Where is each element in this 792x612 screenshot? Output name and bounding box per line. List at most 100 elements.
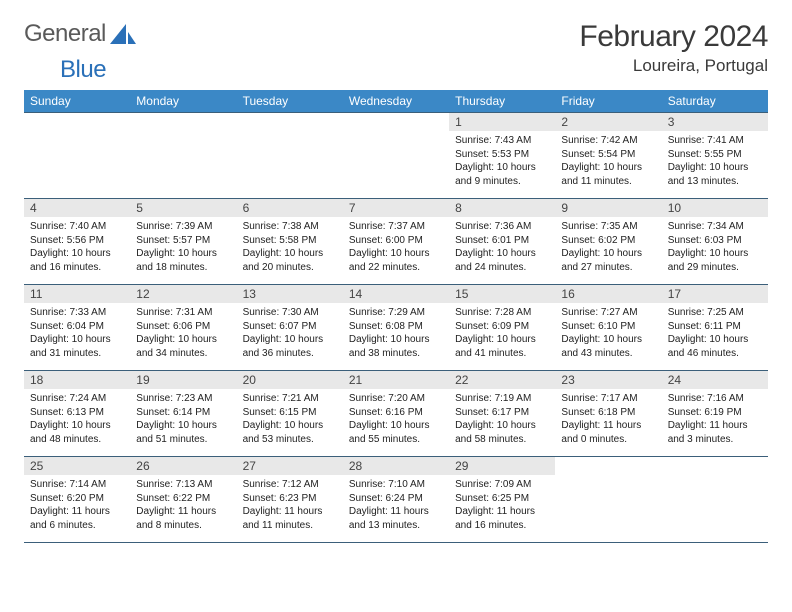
- cell-body: Sunrise: 7:34 AMSunset: 6:03 PMDaylight:…: [662, 217, 768, 278]
- day-number: 25: [24, 457, 130, 475]
- cell-body: Sunrise: 7:36 AMSunset: 6:01 PMDaylight:…: [449, 217, 555, 278]
- day-number: 19: [130, 371, 236, 389]
- sunrise-line: Sunrise: 7:31 AM: [136, 306, 230, 320]
- cell-body: Sunrise: 7:42 AMSunset: 5:54 PMDaylight:…: [555, 131, 661, 192]
- day-number: 18: [24, 371, 130, 389]
- daylight-line-2: and 8 minutes.: [136, 519, 230, 533]
- sunset-line: Sunset: 5:56 PM: [30, 234, 124, 248]
- daylight-line-1: Daylight: 11 hours: [668, 419, 762, 433]
- calendar-cell: 5Sunrise: 7:39 AMSunset: 5:57 PMDaylight…: [130, 199, 236, 285]
- calendar-week-row: 4Sunrise: 7:40 AMSunset: 5:56 PMDaylight…: [24, 199, 768, 285]
- sunset-line: Sunset: 6:02 PM: [561, 234, 655, 248]
- daylight-line-1: Daylight: 10 hours: [349, 247, 443, 261]
- daylight-line-2: and 41 minutes.: [455, 347, 549, 361]
- day-number: 10: [662, 199, 768, 217]
- daylight-line-2: and 53 minutes.: [243, 433, 337, 447]
- day-number: 13: [237, 285, 343, 303]
- day-number: 4: [24, 199, 130, 217]
- sunset-line: Sunset: 6:22 PM: [136, 492, 230, 506]
- logo-text-blue: Blue: [60, 56, 106, 83]
- daylight-line-2: and 3 minutes.: [668, 433, 762, 447]
- sunrise-line: Sunrise: 7:39 AM: [136, 220, 230, 234]
- calendar-cell: 19Sunrise: 7:23 AMSunset: 6:14 PMDayligh…: [130, 371, 236, 457]
- cell-body: Sunrise: 7:10 AMSunset: 6:24 PMDaylight:…: [343, 475, 449, 536]
- day-number: 28: [343, 457, 449, 475]
- day-number: 14: [343, 285, 449, 303]
- daylight-line-2: and 0 minutes.: [561, 433, 655, 447]
- sunset-line: Sunset: 6:23 PM: [243, 492, 337, 506]
- calendar-cell: 6Sunrise: 7:38 AMSunset: 5:58 PMDaylight…: [237, 199, 343, 285]
- cell-body: Sunrise: 7:16 AMSunset: 6:19 PMDaylight:…: [662, 389, 768, 450]
- cell-body: Sunrise: 7:41 AMSunset: 5:55 PMDaylight:…: [662, 131, 768, 192]
- calendar-week-row: 18Sunrise: 7:24 AMSunset: 6:13 PMDayligh…: [24, 371, 768, 457]
- sunrise-line: Sunrise: 7:19 AM: [455, 392, 549, 406]
- sunrise-line: Sunrise: 7:37 AM: [349, 220, 443, 234]
- daylight-line-1: Daylight: 10 hours: [561, 161, 655, 175]
- day-number: 20: [237, 371, 343, 389]
- sunrise-line: Sunrise: 7:28 AM: [455, 306, 549, 320]
- cell-body: Sunrise: 7:43 AMSunset: 5:53 PMDaylight:…: [449, 131, 555, 192]
- daylight-line-1: Daylight: 11 hours: [30, 505, 124, 519]
- sunrise-line: Sunrise: 7:36 AM: [455, 220, 549, 234]
- calendar-cell: 4Sunrise: 7:40 AMSunset: 5:56 PMDaylight…: [24, 199, 130, 285]
- day-number: 9: [555, 199, 661, 217]
- day-number: 11: [24, 285, 130, 303]
- calendar-cell: 22Sunrise: 7:19 AMSunset: 6:17 PMDayligh…: [449, 371, 555, 457]
- day-number: 15: [449, 285, 555, 303]
- cell-body: Sunrise: 7:29 AMSunset: 6:08 PMDaylight:…: [343, 303, 449, 364]
- daylight-line-1: Daylight: 10 hours: [30, 419, 124, 433]
- daylight-line-2: and 58 minutes.: [455, 433, 549, 447]
- sunset-line: Sunset: 6:01 PM: [455, 234, 549, 248]
- sunset-line: Sunset: 6:16 PM: [349, 406, 443, 420]
- calendar-cell: 11Sunrise: 7:33 AMSunset: 6:04 PMDayligh…: [24, 285, 130, 371]
- day-number: 26: [130, 457, 236, 475]
- sunset-line: Sunset: 6:03 PM: [668, 234, 762, 248]
- calendar-cell: 27Sunrise: 7:12 AMSunset: 6:23 PMDayligh…: [237, 457, 343, 543]
- cell-body: Sunrise: 7:13 AMSunset: 6:22 PMDaylight:…: [130, 475, 236, 536]
- calendar-cell: [343, 113, 449, 199]
- calendar-cell: 10Sunrise: 7:34 AMSunset: 6:03 PMDayligh…: [662, 199, 768, 285]
- calendar-cell: 29Sunrise: 7:09 AMSunset: 6:25 PMDayligh…: [449, 457, 555, 543]
- sunset-line: Sunset: 6:09 PM: [455, 320, 549, 334]
- sunset-line: Sunset: 5:55 PM: [668, 148, 762, 162]
- calendar-cell: 7Sunrise: 7:37 AMSunset: 6:00 PMDaylight…: [343, 199, 449, 285]
- sunset-line: Sunset: 6:04 PM: [30, 320, 124, 334]
- daylight-line-2: and 38 minutes.: [349, 347, 443, 361]
- calendar-cell: 3Sunrise: 7:41 AMSunset: 5:55 PMDaylight…: [662, 113, 768, 199]
- sunrise-line: Sunrise: 7:33 AM: [30, 306, 124, 320]
- sunset-line: Sunset: 6:11 PM: [668, 320, 762, 334]
- calendar-cell: 14Sunrise: 7:29 AMSunset: 6:08 PMDayligh…: [343, 285, 449, 371]
- sunset-line: Sunset: 5:57 PM: [136, 234, 230, 248]
- cell-body: Sunrise: 7:19 AMSunset: 6:17 PMDaylight:…: [449, 389, 555, 450]
- day-number: 6: [237, 199, 343, 217]
- daylight-line-1: Daylight: 11 hours: [561, 419, 655, 433]
- sunrise-line: Sunrise: 7:41 AM: [668, 134, 762, 148]
- daylight-line-2: and 34 minutes.: [136, 347, 230, 361]
- daylight-line-2: and 18 minutes.: [136, 261, 230, 275]
- daylight-line-2: and 6 minutes.: [30, 519, 124, 533]
- cell-body: Sunrise: 7:35 AMSunset: 6:02 PMDaylight:…: [555, 217, 661, 278]
- calendar-cell: [555, 457, 661, 543]
- daylight-line-1: Daylight: 10 hours: [561, 333, 655, 347]
- daylight-line-2: and 46 minutes.: [668, 347, 762, 361]
- cell-body: Sunrise: 7:40 AMSunset: 5:56 PMDaylight:…: [24, 217, 130, 278]
- day-header: Tuesday: [237, 90, 343, 113]
- calendar-cell: 23Sunrise: 7:17 AMSunset: 6:18 PMDayligh…: [555, 371, 661, 457]
- day-number: 22: [449, 371, 555, 389]
- sunrise-line: Sunrise: 7:21 AM: [243, 392, 337, 406]
- calendar-table: SundayMondayTuesdayWednesdayThursdayFrid…: [24, 90, 768, 543]
- calendar-cell: 12Sunrise: 7:31 AMSunset: 6:06 PMDayligh…: [130, 285, 236, 371]
- daylight-line-2: and 16 minutes.: [455, 519, 549, 533]
- sunset-line: Sunset: 6:24 PM: [349, 492, 443, 506]
- calendar-cell: 17Sunrise: 7:25 AMSunset: 6:11 PMDayligh…: [662, 285, 768, 371]
- sunset-line: Sunset: 6:00 PM: [349, 234, 443, 248]
- daylight-line-1: Daylight: 10 hours: [455, 247, 549, 261]
- daylight-line-2: and 22 minutes.: [349, 261, 443, 275]
- calendar-cell: 25Sunrise: 7:14 AMSunset: 6:20 PMDayligh…: [24, 457, 130, 543]
- daylight-line-1: Daylight: 11 hours: [455, 505, 549, 519]
- sunset-line: Sunset: 5:53 PM: [455, 148, 549, 162]
- day-number: 16: [555, 285, 661, 303]
- cell-body: Sunrise: 7:30 AMSunset: 6:07 PMDaylight:…: [237, 303, 343, 364]
- logo-text-general: General: [24, 20, 106, 48]
- page-header: General February 2024 Loureira, Portugal: [24, 20, 768, 76]
